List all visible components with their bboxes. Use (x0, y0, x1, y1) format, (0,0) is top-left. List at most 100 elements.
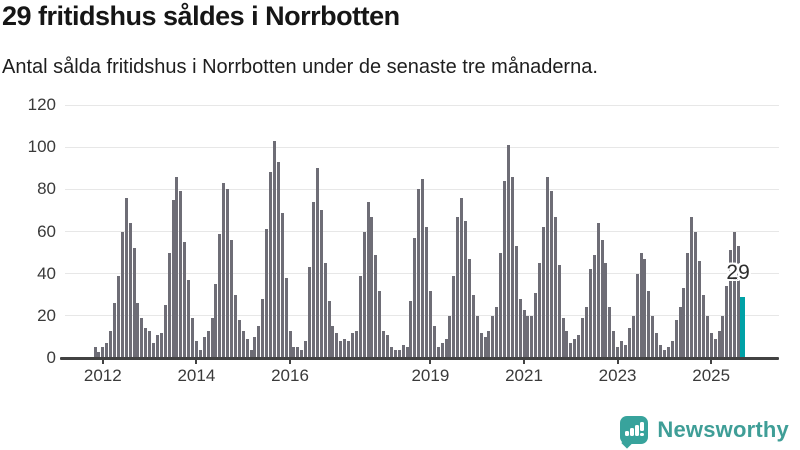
bar (499, 252, 503, 358)
x-axis-tick (429, 359, 432, 364)
bar (113, 303, 116, 358)
bar (514, 246, 518, 358)
bar (179, 191, 183, 358)
bar (713, 339, 717, 358)
bar (483, 336, 487, 358)
bar (386, 334, 389, 358)
x-axis-tick (289, 359, 291, 364)
exclamation-icon (640, 422, 644, 431)
bar (409, 301, 413, 358)
bar (245, 339, 249, 358)
bar (479, 332, 483, 358)
bar (612, 330, 616, 358)
bar (522, 309, 526, 358)
bar (183, 242, 187, 358)
bar (393, 349, 397, 358)
bar (565, 330, 569, 358)
y-axis-label: 40 (37, 263, 56, 283)
mini-bar-icon (635, 425, 639, 436)
bar (140, 317, 144, 358)
bar (557, 265, 561, 358)
bar (581, 317, 584, 358)
bar (222, 183, 226, 358)
bar (553, 216, 557, 358)
bar (362, 231, 366, 358)
bar (331, 326, 335, 358)
bar (698, 261, 701, 358)
x-axis-tick (616, 359, 619, 364)
bar (233, 294, 237, 358)
y-axis-label: 80 (37, 179, 56, 199)
bar (109, 330, 113, 358)
bar (230, 239, 233, 358)
bar (436, 347, 440, 358)
bar (366, 201, 370, 358)
bar (682, 288, 686, 358)
mini-bar-icon (625, 431, 629, 436)
bar (241, 330, 245, 358)
bar (397, 349, 401, 358)
bar (120, 231, 124, 358)
bar (292, 347, 296, 358)
bar (401, 345, 405, 358)
bar (206, 330, 210, 358)
bar (452, 275, 456, 358)
bar (374, 254, 378, 358)
bar (584, 307, 588, 358)
bar (604, 263, 608, 358)
bar (167, 252, 171, 358)
bar (475, 315, 479, 358)
bar (319, 210, 323, 358)
bar (339, 341, 343, 358)
bar (616, 347, 620, 358)
bar (573, 339, 577, 358)
bar (510, 176, 514, 358)
x-axis-label: 2021 (505, 366, 543, 385)
bar (635, 273, 639, 358)
bar (623, 345, 627, 358)
bar (300, 349, 304, 358)
bar (495, 307, 499, 358)
mini-bar-icon (630, 428, 634, 436)
bar (733, 231, 737, 358)
bar (631, 315, 635, 358)
bar (534, 292, 538, 358)
x-axis-tick (523, 359, 525, 364)
bar (226, 189, 230, 358)
x-axis-line (60, 356, 779, 360)
bar (97, 351, 101, 358)
bar (136, 303, 140, 358)
x-axis-label: 2023 (598, 366, 637, 385)
chart-title: 29 fritidshus såldes i Norrbotten (2, 1, 400, 31)
x-axis-tick (710, 359, 713, 364)
newsworthy-icon (620, 416, 649, 449)
x-axis-tick (101, 359, 104, 364)
x-axis-label: 2025 (692, 366, 731, 385)
bar (569, 343, 573, 358)
bar (491, 315, 495, 358)
bar (530, 315, 534, 358)
y-axis-label: 60 (37, 221, 56, 241)
y-axis-label: 120 (27, 95, 56, 114)
bar (148, 330, 152, 358)
bar (265, 229, 269, 358)
bar (643, 258, 647, 358)
bar (347, 341, 350, 358)
bar (214, 284, 218, 358)
bar (417, 189, 421, 358)
bar (101, 347, 105, 358)
x-axis-label: 2012 (83, 366, 122, 385)
bar (343, 339, 347, 358)
bar (382, 330, 386, 358)
bar (191, 317, 194, 358)
bar (592, 254, 596, 358)
bar (596, 223, 600, 358)
bar (389, 347, 393, 358)
bar (284, 277, 288, 358)
bar (666, 347, 670, 358)
x-axis-label: 2019 (411, 366, 450, 385)
bar (378, 290, 382, 358)
bar (280, 212, 284, 358)
bar (440, 343, 444, 358)
